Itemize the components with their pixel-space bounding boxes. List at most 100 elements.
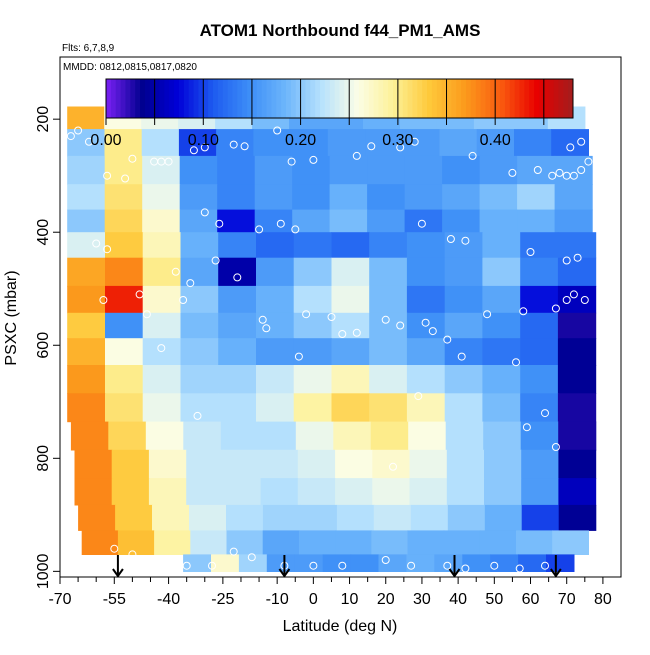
- colorbar-swatch: [125, 79, 131, 118]
- colorbar-swatch: [388, 79, 394, 118]
- axes: -70 -55 -40 -25 -10 0 10 20 30 40 50 60 70 80 200 400 60…: [35, 106, 612, 608]
- heatmap-cell: [518, 554, 547, 572]
- heatmap-cell: [67, 184, 106, 211]
- heatmap-cell: [482, 365, 521, 394]
- heatmap-cell: [479, 184, 518, 211]
- heatmap-cell: [558, 478, 597, 506]
- heatmap-cell: [378, 554, 407, 572]
- heatmap-cell: [67, 285, 106, 314]
- heatmap-cell: [444, 285, 483, 314]
- sample-point: [562, 296, 571, 304]
- colorbar-swatch: [247, 79, 253, 118]
- heatmap-cell: [179, 209, 218, 233]
- colorbar-swatch: [393, 79, 399, 118]
- heatmap-cell: [295, 421, 334, 451]
- heatmap-cell: [152, 504, 190, 531]
- sample-point: [276, 219, 285, 228]
- sample-point: [490, 561, 499, 570]
- heatmap-cell: [67, 209, 106, 233]
- heatmap-cell: [142, 155, 181, 185]
- heatmap-cell: [105, 232, 144, 259]
- colorbar-swatch: [344, 79, 350, 118]
- heatmap-cell: [372, 449, 411, 479]
- heatmap-cell: [335, 449, 373, 479]
- heatmap-cell: [462, 554, 491, 572]
- heatmap-cell: [329, 155, 368, 185]
- colorbar-swatch: [534, 79, 540, 118]
- x-tick-label: -10: [266, 591, 289, 608]
- heatmap-cell: [180, 257, 219, 287]
- colorbar-swatch: [378, 79, 384, 118]
- heatmap-cell: [331, 338, 370, 366]
- heatmap-cell: [369, 257, 408, 287]
- heatmap-cell: [256, 312, 295, 339]
- heatmap-cell: [142, 257, 181, 287]
- heatmap-cell: [104, 155, 143, 185]
- x-tick-label: -25: [211, 591, 234, 608]
- colorbar-swatch: [276, 79, 282, 118]
- colorbar-swatch: [465, 79, 472, 118]
- heatmap-cell: [217, 184, 256, 211]
- sample-point: [541, 409, 549, 418]
- heatmap-cell: [446, 478, 485, 506]
- sample-point: [367, 142, 376, 151]
- heatmap-cell: [402, 129, 441, 157]
- colorbar-swatch: [227, 79, 233, 118]
- heatmap-cell: [557, 365, 597, 394]
- heatmap-cell: [218, 338, 257, 366]
- heatmap-cell: [406, 338, 446, 366]
- heatmap-cell: [444, 393, 483, 423]
- heatmap-cell: [218, 312, 257, 339]
- sample-point: [171, 267, 180, 276]
- colorbar-swatch: [422, 79, 428, 118]
- heatmap-cell: [442, 184, 481, 211]
- heatmap-cell: [190, 530, 228, 555]
- heatmap-cell: [145, 421, 184, 451]
- heatmap-cell: [67, 312, 106, 339]
- x-tick-label: 80: [594, 591, 612, 608]
- sample-point: [294, 352, 303, 361]
- sample-point: [309, 155, 318, 164]
- heatmap-cell: [70, 421, 109, 451]
- sample-point: [338, 330, 347, 338]
- heatmap-cell: [299, 504, 338, 531]
- heatmap-cell: [410, 504, 449, 531]
- arrow-head: [448, 568, 461, 578]
- heatmap-cell: [67, 106, 105, 130]
- sample-point: [551, 443, 560, 451]
- heatmap-cell: [329, 209, 368, 233]
- heatmap-cell: [115, 504, 153, 531]
- heatmap-cell: [104, 184, 143, 211]
- heatmap-cell: [183, 421, 222, 451]
- colorbar-swatch: [285, 79, 292, 118]
- colorbar-swatch: [553, 79, 559, 118]
- sample-points: [66, 126, 593, 573]
- heatmap-cell: [105, 312, 144, 339]
- heatmap-cell: [292, 184, 331, 211]
- heatmap-cell: [258, 421, 297, 451]
- colorbar-tick-label: 0.20: [285, 132, 316, 149]
- heatmap-cell: [67, 393, 106, 423]
- heatmap-cell: [442, 209, 481, 233]
- heatmap-cell: [520, 257, 559, 287]
- colorbar-swatch: [213, 79, 219, 118]
- sample-point: [410, 137, 419, 146]
- sample-point: [193, 411, 202, 420]
- heatmap-cell: [331, 285, 370, 314]
- x-axis-label: Latitude (deg N): [283, 618, 398, 635]
- heatmap-cell: [218, 285, 257, 314]
- sample-point: [208, 561, 216, 570]
- sample-point: [566, 143, 575, 152]
- heatmap-cell: [520, 365, 559, 394]
- heatmap-cell: [223, 478, 262, 506]
- heatmap-cell: [256, 365, 295, 394]
- colorbar-swatch: [373, 79, 379, 118]
- heatmap-cell: [105, 365, 144, 394]
- heatmap-cell: [520, 232, 559, 259]
- heatmap-cell: [369, 285, 408, 314]
- colorbar-swatch: [217, 79, 224, 118]
- heatmap-cell: [74, 478, 113, 506]
- colorbar-swatch: [140, 79, 146, 118]
- sample-point: [512, 358, 520, 367]
- sample-point: [215, 219, 224, 228]
